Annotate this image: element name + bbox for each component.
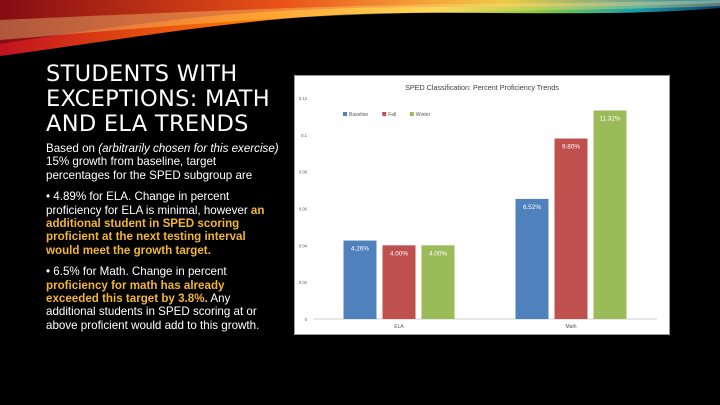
chart-title: SPED Classification: Percent Proficiency… (405, 83, 559, 92)
data-label: 4.26% (351, 246, 369, 253)
y-tick-label: 0.02 (299, 280, 308, 285)
data-label: 4.00% (390, 250, 408, 257)
category-label: ELA (394, 324, 404, 330)
legend-label: Fall (388, 112, 396, 118)
intro-paragraph: Based on (arbitrarily chosen for this ex… (46, 142, 280, 182)
bullet-ela: • 4.89% for ELA. Change in percent profi… (46, 190, 280, 257)
data-label: 9.80% (562, 144, 580, 151)
y-tick-label: 0.06 (299, 207, 308, 212)
legend-swatch-fall (382, 112, 387, 116)
data-label: 6.52% (523, 204, 541, 211)
bullet-marker: • (46, 265, 51, 279)
intro-suffix: 15% growth from baseline, target percent… (46, 155, 253, 182)
y-tick-label: 0.08 (299, 170, 308, 175)
y-tick-label: 0.12 (299, 96, 308, 101)
bar-ela-fall (382, 245, 416, 319)
category-label: Math (565, 324, 576, 330)
slide-title: STUDENTS WITH EXCEPTIONS: MATH AND ELA T… (46, 61, 270, 137)
y-tick-label: 0.04 (299, 243, 308, 248)
y-tick-label: 0 (305, 317, 308, 322)
bullet-ela-end: . (207, 243, 211, 257)
legend-label: Baseline (349, 112, 368, 118)
bullet-math-end: Any additional students in SPED scoring … (46, 292, 260, 332)
y-tick-label: 0.1 (301, 133, 307, 138)
bullet-math-highlight: proficiency for math has already exceede… (46, 278, 225, 306)
bullet-ela-text: 4.89% for ELA. Change in percent profici… (46, 190, 251, 217)
intro-prefix: Based on (46, 142, 99, 155)
bar-ela-winter (421, 245, 455, 319)
bar-math-baseline (515, 198, 549, 319)
bullet-math-text: 6.5% for Math. Change in percent (50, 265, 227, 279)
bar-math-fall (554, 138, 588, 319)
slide-body: Based on (arbitrarily chosen for this ex… (46, 142, 280, 340)
legend-swatch-baseline (343, 112, 347, 116)
bar-chart: SPED Classification: Percent Proficiency… (299, 83, 657, 330)
bullet-marker: • (46, 190, 51, 204)
bar-ela-baseline (343, 240, 377, 319)
legend-swatch-winter (409, 112, 414, 116)
legend-label: Winter (416, 112, 431, 118)
bar-math-winter (593, 110, 627, 319)
data-label: 4.00% (429, 250, 447, 257)
chart-container: SPED Classification: Percent Proficiency… (294, 75, 670, 335)
decorative-banner (0, 0, 720, 56)
bullet-ela-highlight: an additional student in SPED scoring pr… (46, 203, 265, 257)
bullet-math: • 6.5% for Math. Change in percent profi… (46, 265, 280, 332)
data-label: 11.32% (599, 116, 621, 123)
intro-italic: (arbitrarily chosen for this exercise) (98, 142, 279, 155)
